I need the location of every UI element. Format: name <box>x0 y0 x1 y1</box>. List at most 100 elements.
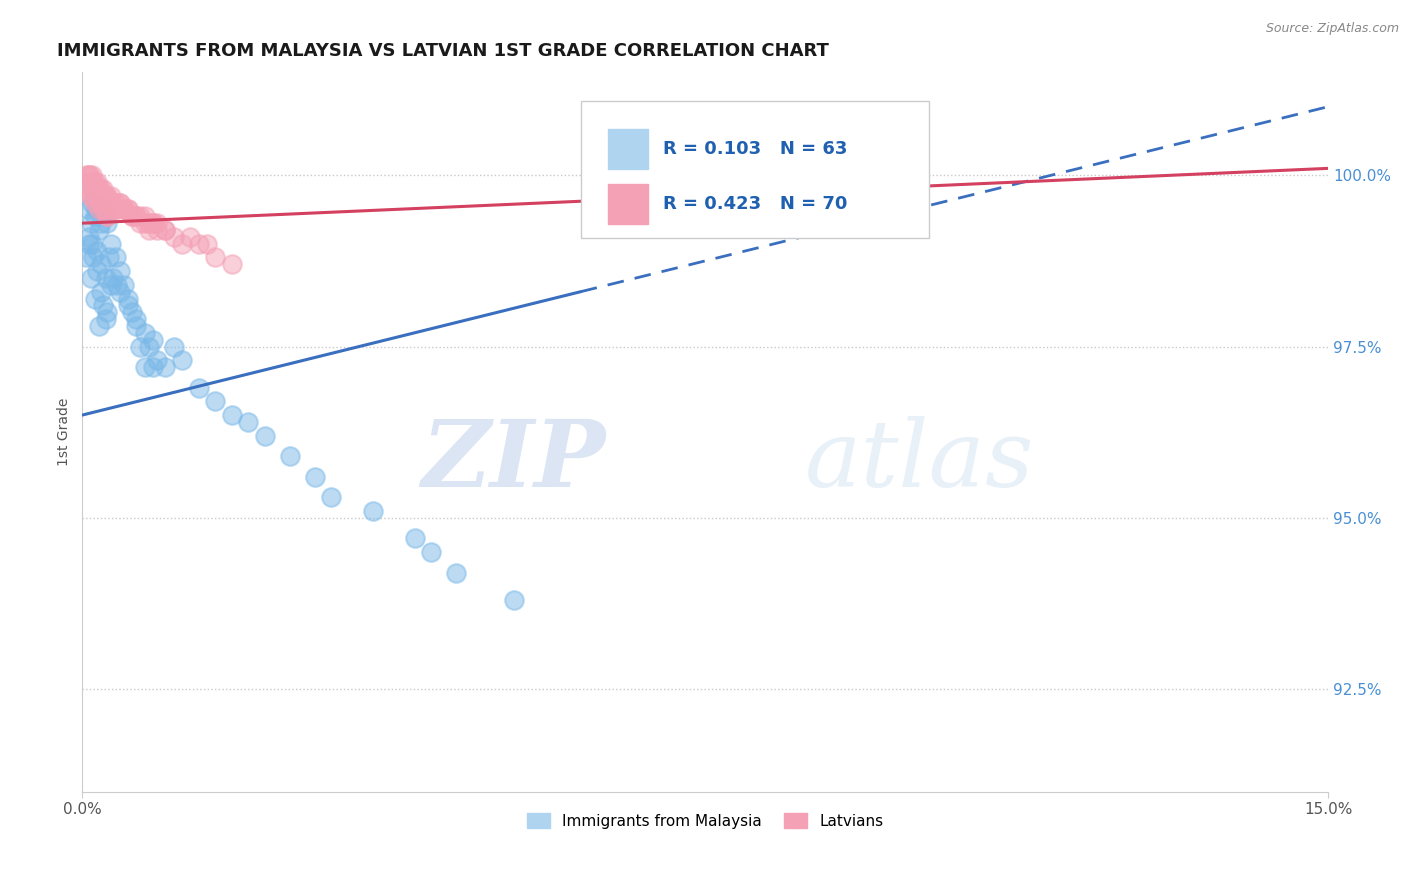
Point <box>100 188 122 202</box>
Point <box>75 251 97 265</box>
Point <box>112 202 135 217</box>
Point <box>94 312 117 326</box>
Point <box>129 210 152 224</box>
Point <box>90 188 112 202</box>
Point <box>79 188 101 202</box>
Point <box>117 202 139 217</box>
Point <box>91 298 114 312</box>
Point <box>104 195 127 210</box>
Point <box>146 353 169 368</box>
Point <box>138 223 160 237</box>
Point <box>134 326 156 340</box>
Text: Source: ZipAtlas.com: Source: ZipAtlas.com <box>1265 22 1399 36</box>
Point <box>134 210 156 224</box>
Point <box>125 210 148 224</box>
Point <box>100 277 122 292</box>
Point <box>83 175 105 189</box>
Point <box>170 353 193 368</box>
Point <box>253 428 276 442</box>
Point <box>96 210 118 224</box>
Point <box>90 182 112 196</box>
Point <box>79 175 101 189</box>
Point <box>86 175 108 189</box>
Point <box>90 216 112 230</box>
Point <box>108 264 131 278</box>
Point <box>170 236 193 251</box>
Point <box>87 182 110 196</box>
Point <box>91 202 114 217</box>
Point <box>83 195 105 210</box>
Point <box>100 236 122 251</box>
Point <box>361 504 384 518</box>
Point <box>142 333 165 347</box>
Point <box>108 285 131 299</box>
Point <box>86 182 108 196</box>
Point <box>142 216 165 230</box>
Point <box>129 339 152 353</box>
Point <box>86 264 108 278</box>
Point <box>129 216 152 230</box>
Point <box>82 168 104 182</box>
Point <box>420 545 443 559</box>
Point <box>93 195 115 210</box>
Point <box>87 195 110 210</box>
Point <box>108 195 131 210</box>
Point <box>77 175 100 189</box>
Point <box>75 168 97 182</box>
Text: R = 0.423   N = 70: R = 0.423 N = 70 <box>662 194 848 213</box>
Point <box>79 216 101 230</box>
Point <box>105 277 128 292</box>
Point <box>155 360 177 375</box>
Point <box>404 532 426 546</box>
Point <box>117 298 139 312</box>
FancyBboxPatch shape <box>581 101 929 238</box>
Point <box>100 195 122 210</box>
Point <box>86 244 108 258</box>
Point <box>142 360 165 375</box>
Point <box>187 236 209 251</box>
Point <box>195 236 218 251</box>
Point <box>87 202 110 217</box>
Point <box>86 188 108 202</box>
Point <box>97 195 120 210</box>
Point <box>83 210 105 224</box>
Point <box>125 210 148 224</box>
Point <box>304 469 326 483</box>
Point <box>77 168 100 182</box>
Text: R = 0.103   N = 63: R = 0.103 N = 63 <box>662 140 848 158</box>
Point <box>77 182 100 196</box>
Point <box>93 210 115 224</box>
Text: atlas: atlas <box>804 416 1035 506</box>
Point <box>108 195 131 210</box>
Point <box>82 182 104 196</box>
Point <box>77 202 100 217</box>
Point <box>77 236 100 251</box>
Point <box>82 236 104 251</box>
Point <box>321 491 343 505</box>
Point <box>238 415 260 429</box>
Point <box>138 216 160 230</box>
Point <box>96 188 118 202</box>
Point <box>94 188 117 202</box>
Point <box>221 257 243 271</box>
Point <box>204 394 226 409</box>
Point <box>93 188 115 202</box>
Point <box>155 223 177 237</box>
Point <box>94 271 117 285</box>
Point <box>134 360 156 375</box>
Point <box>79 271 101 285</box>
Point <box>77 168 100 182</box>
Y-axis label: 1st Grade: 1st Grade <box>58 398 72 467</box>
Point <box>155 223 177 237</box>
Point <box>104 202 127 217</box>
Text: ZIP: ZIP <box>422 416 606 506</box>
Point <box>104 251 127 265</box>
Point <box>179 230 201 244</box>
Point <box>96 210 118 224</box>
Point <box>83 292 105 306</box>
Point <box>90 188 112 202</box>
Text: IMMIGRANTS FROM MALAYSIA VS LATVIAN 1ST GRADE CORRELATION CHART: IMMIGRANTS FROM MALAYSIA VS LATVIAN 1ST … <box>58 42 830 60</box>
Point <box>187 381 209 395</box>
Point <box>204 251 226 265</box>
Point <box>86 202 108 217</box>
